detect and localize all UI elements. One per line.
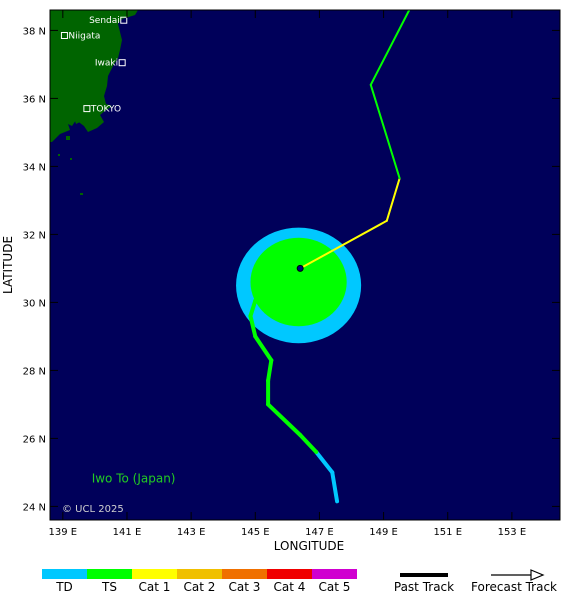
forecast-track-segment [299, 219, 388, 270]
city-marker-icon [83, 105, 91, 113]
land-island [70, 158, 72, 160]
lat-tick-label: 28 N [23, 366, 46, 377]
city-label: Niigata [68, 32, 100, 42]
lon-tick-label: 145 E [241, 527, 270, 538]
legend-label: Cat 2 [184, 580, 216, 594]
lat-tick-label: 32 N [23, 230, 46, 241]
past-track-segment [253, 334, 274, 363]
city-marker-icon [120, 16, 128, 24]
past-track-segment [314, 450, 335, 475]
lat-tick-label: 38 N [23, 26, 46, 37]
track-layer [248, 10, 411, 504]
legend-label: Cat 1 [139, 580, 171, 594]
past-track-segment [248, 298, 258, 318]
land-japan [50, 10, 138, 142]
land-island [58, 154, 60, 156]
past-track-segment [330, 470, 340, 504]
forecast-track-segment [263, 267, 302, 297]
forecast-track-label: Forecast Track [471, 580, 557, 594]
city-marker-icon [60, 32, 68, 39]
legend-label: TS [101, 580, 117, 594]
past-track-segment [253, 293, 267, 303]
lat-tick-label: 36 N [23, 94, 46, 105]
legend-swatch [312, 569, 357, 579]
lon-tick-label: 153 E [498, 527, 527, 538]
city-label: Iwaki [95, 59, 118, 69]
land-island [74, 117, 80, 124]
lat-tick-label: 30 N [23, 298, 46, 309]
forecast-track-segment [385, 177, 401, 222]
legend-swatch [222, 569, 267, 579]
legend-swatch [267, 569, 312, 579]
legend-swatch [177, 569, 222, 579]
island-label: Iwo To (Japan) [92, 472, 176, 486]
lon-tick-label: 143 E [177, 527, 206, 538]
lon-tick-label: 151 E [433, 527, 462, 538]
land-island [66, 136, 70, 140]
legend-swatch [42, 569, 87, 579]
x-axis-title: LONGITUDE [274, 539, 344, 553]
category-legend: TD TS Cat 1 Cat 2 Cat 3 Cat 4 Cat 5 [42, 569, 357, 594]
latitude-ticks: 24 N 26 N 28 N 30 N 32 N 34 N 36 N 38 N [23, 26, 560, 513]
legend-label: Cat 4 [274, 580, 306, 594]
forecast-track-segment [369, 83, 401, 180]
lon-tick-label: 141 E [113, 527, 142, 538]
legend-label: Cat 3 [229, 580, 261, 594]
city-label: TOKYO [90, 105, 121, 115]
arrow-icon [530, 569, 545, 581]
past-track-segment [248, 314, 258, 339]
copyright-text: © UCL 2025 [62, 504, 124, 515]
land-island [80, 193, 83, 195]
forecast-track-segment [369, 10, 411, 86]
lon-tick-label: 147 E [305, 527, 334, 538]
lat-tick-label: 26 N [23, 434, 46, 445]
past-track-legend: Past Track [394, 573, 454, 594]
past-track-segment [266, 358, 274, 383]
storm-center-marker [296, 264, 304, 272]
plot-frame [49, 9, 561, 521]
wind-field-layer [236, 227, 362, 344]
longitude-ticks: 139 E 141 E 143 E 145 E 147 E 149 E 151 E 153 E [49, 10, 527, 538]
past-track-segment [266, 402, 303, 437]
city-marker-icon [118, 59, 126, 67]
city-label: Sendai [89, 16, 120, 26]
wind-field-ts [250, 237, 347, 327]
past-track-label: Past Track [394, 580, 454, 594]
legend-label: TD [55, 580, 73, 594]
legend-swatch [132, 569, 177, 579]
city-layer: Sendai Niigata Iwaki TOKYO [60, 16, 128, 115]
past-track-segment [298, 433, 319, 454]
lon-tick-label: 139 E [49, 527, 78, 538]
lat-tick-label: 34 N [23, 162, 46, 173]
legend-label: Cat 5 [319, 580, 351, 594]
forecast-track-legend: Forecast Track [471, 569, 557, 594]
y-axis-title: LATITUDE [1, 236, 15, 294]
legend-swatch [87, 569, 132, 579]
lat-tick-label: 24 N [23, 502, 46, 513]
lon-tick-label: 149 E [369, 527, 398, 538]
